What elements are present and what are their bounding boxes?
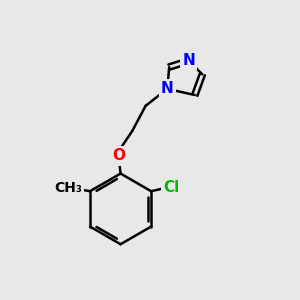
Text: O: O <box>112 148 126 164</box>
Text: N: N <box>161 81 174 96</box>
Text: CH₃: CH₃ <box>54 181 82 195</box>
Text: N: N <box>182 53 195 68</box>
Text: Cl: Cl <box>163 180 179 195</box>
